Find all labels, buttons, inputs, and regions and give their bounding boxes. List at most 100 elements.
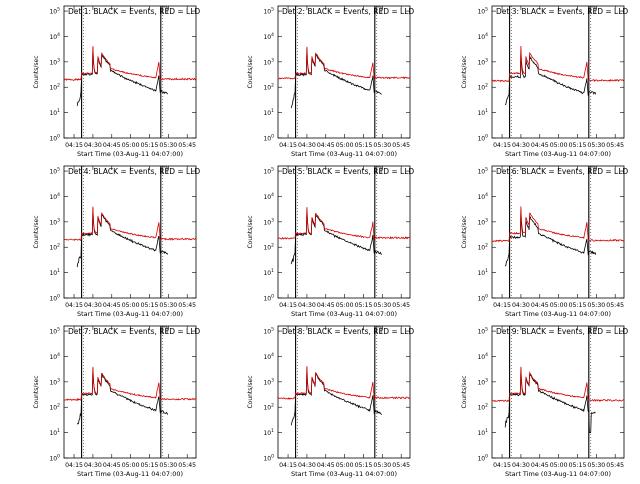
y-tick-label: 105 [477,167,488,176]
x-tick-label: 05:45 [178,302,196,309]
detector-panel-7: Det 7: BLACK = Events, RED = LLD Counts/s… [33,325,200,478]
y-tick-label: 100 [263,134,274,143]
y-tick-label: 100 [477,454,488,463]
x-tick-label: 04:30 [84,142,102,149]
interval-marker [589,6,596,14]
x-tick-label: 05:15 [355,142,373,149]
x-axis-label: Start Time (03-Aug-11 04:07:00) [291,310,397,318]
series-events-line [504,368,596,433]
x-tick-label: 04:15 [279,302,297,309]
x-tick-label: 05:30 [587,142,605,149]
x-tick-label: 04:30 [512,302,530,309]
detector-panel-3: Det 3: BLACK = Events, RED = LLD Counts/s… [461,5,628,158]
x-tick-label: 04:45 [317,302,335,309]
plot-frame [491,165,625,299]
panel-title: Det 1: BLACK = Events, RED = LLD [68,7,200,16]
x-tick-label: 05:30 [159,302,177,309]
y-tick-label: 103 [49,217,60,226]
panel-title: Det 7: BLACK = Events, RED = LLD [68,327,200,336]
y-tick-label: 105 [477,327,488,336]
plot-frame [277,5,411,139]
y-tick-label: 104 [49,192,60,201]
x-tick-label: 05:15 [141,462,159,469]
x-tick-label: 04:30 [84,302,102,309]
y-tick-label: 101 [49,428,60,437]
x-tick-label: 05:30 [159,462,177,469]
y-tick-label: 101 [477,268,488,277]
x-tick-label: 05:00 [122,142,140,149]
x-tick-label: 05:15 [141,142,159,149]
series-lld-line [63,46,197,82]
x-tick-label: 05:45 [606,462,624,469]
x-tick-label: 04:30 [298,142,316,149]
y-tick-label: 101 [477,428,488,437]
y-tick-label: 100 [49,294,60,303]
y-tick-label: 100 [263,454,274,463]
y-tick-label: 100 [49,134,60,143]
x-axis-label: Start Time (03-Aug-11 04:07:00) [505,150,611,158]
x-tick-label: 05:30 [373,142,391,149]
y-tick-label: 104 [263,32,274,41]
interval-marker [161,6,168,14]
detector-panel-9: Det 9: BLACK = Events, RED = LLD Counts/s… [461,325,628,478]
series-lld-line [491,206,625,243]
x-tick-label: 05:00 [122,302,140,309]
y-tick-label: 102 [263,243,274,252]
y-tick-label: 102 [49,403,60,412]
interval-marker [589,326,596,334]
y-axis-label: Counts/sec [33,215,40,248]
x-axis-label: Start Time (03-Aug-11 04:07:00) [505,470,611,478]
x-tick-label: 04:45 [103,302,121,309]
x-tick-label: 05:30 [587,462,605,469]
x-tick-label: 05:45 [392,142,410,149]
panel-title: Det 6: BLACK = Events, RED = LLD [496,167,628,176]
x-tick-label: 04:30 [512,142,530,149]
x-axis-label: Start Time (03-Aug-11 04:07:00) [77,150,183,158]
panel-title: Det 5: BLACK = Events, RED = LLD [282,167,414,176]
x-tick-label: 05:45 [392,302,410,309]
y-tick-label: 105 [477,7,488,16]
y-tick-label: 102 [477,83,488,92]
y-tick-label: 104 [477,32,488,41]
detector-panel-4: Det 4: BLACK = Events, RED = LLD Counts/s… [33,165,200,318]
plot-frame [63,5,197,139]
y-axis-label: Counts/sec [247,215,254,248]
panel-title: Det 9: BLACK = Events, RED = LLD [496,327,628,336]
x-tick-label: 05:15 [569,302,587,309]
x-tick-label: 05:00 [550,462,568,469]
y-tick-label: 102 [263,403,274,412]
x-axis-label: Start Time (03-Aug-11 04:07:00) [505,310,611,318]
y-axis-label: Counts/sec [461,375,468,408]
y-tick-label: 100 [477,294,488,303]
x-tick-label: 05:00 [550,142,568,149]
y-tick-label: 100 [477,134,488,143]
y-tick-label: 102 [49,243,60,252]
x-axis-label: Start Time (03-Aug-11 04:07:00) [291,150,397,158]
y-tick-label: 105 [263,167,274,176]
x-axis-label: Start Time (03-Aug-11 04:07:00) [77,470,183,478]
plot-frame [277,165,411,299]
x-axis-label: Start Time (03-Aug-11 04:07:00) [291,470,397,478]
y-tick-label: 101 [263,428,274,437]
y-tick-label: 104 [477,192,488,201]
panel-title: Det 2: BLACK = Events, RED = LLD [282,7,414,16]
detector-panel-6: Det 6: BLACK = Events, RED = LLD Counts/s… [461,165,628,318]
series-events-line [290,47,382,109]
y-tick-label: 103 [477,377,488,386]
series-events-line [290,208,382,265]
y-axis-label: Counts/sec [247,375,254,408]
y-axis-label: Counts/sec [33,55,40,88]
series-lld-line [63,366,197,402]
interval-marker [589,166,596,174]
x-axis-label: Start Time (03-Aug-11 04:07:00) [77,310,183,318]
y-tick-label: 102 [477,403,488,412]
x-tick-label: 05:15 [569,142,587,149]
interval-marker [375,6,382,14]
series-lld-line [277,46,411,80]
x-tick-label: 05:30 [587,302,605,309]
y-tick-label: 104 [477,352,488,361]
interval-marker [375,166,382,174]
series-lld-line [277,366,411,401]
y-tick-label: 104 [263,352,274,361]
x-tick-label: 05:00 [336,462,354,469]
